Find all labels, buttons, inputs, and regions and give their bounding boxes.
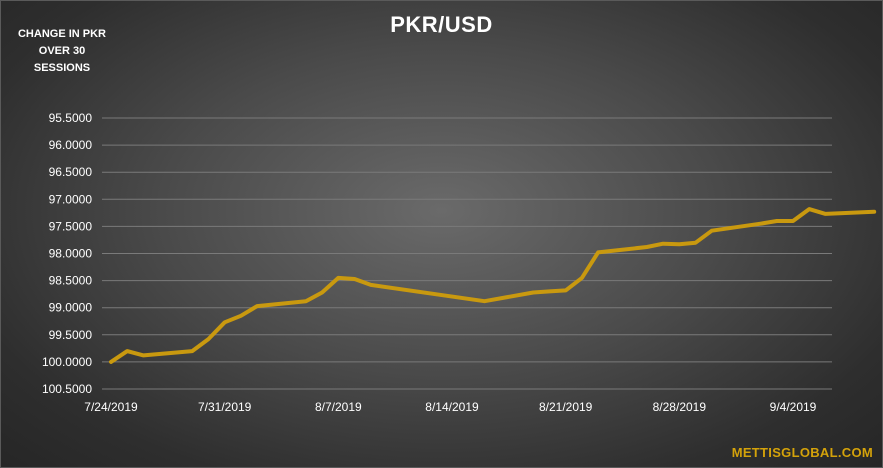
source-credit: METTISGLOBAL.COM [731,445,873,460]
y-tick-label: 96.5000 [49,165,93,179]
series-line [109,207,877,364]
x-axis: 7/24/2019 7/31/2019 8/7/2019 8/14/2019 8/21/… [84,400,816,414]
chart-note: CHANGE IN PKR OVER 30 SESSIONS [17,28,106,74]
chart-title: PKR/USD [390,12,493,37]
y-tick-label: 97.5000 [49,219,93,233]
x-tick-label: 8/14/2019 [425,400,479,414]
y-tick-label: 99.0000 [49,301,93,315]
x-tick-label: 8/7/2019 [315,400,362,414]
grid-lines [102,117,832,390]
y-tick-label: 96.0000 [49,138,93,152]
y-axis: 95.5000 96.0000 96.5000 97.0000 97.5000 98.00… [42,111,92,396]
x-tick-label: 7/24/2019 [84,400,138,414]
y-tick-label: 99.5000 [49,328,93,342]
y-tick-label: 95.5000 [49,111,93,125]
x-tick-label: 7/31/2019 [198,400,252,414]
y-tick-label: 98.0000 [49,247,93,261]
x-tick-label: 9/4/2019 [770,400,817,414]
y-tick-label: 100.0000 [42,355,92,369]
y-tick-label: 100.5000 [42,382,92,396]
x-tick-label: 8/28/2019 [653,400,707,414]
y-tick-label: 98.5000 [49,274,93,288]
y-tick-label: 97.0000 [49,192,93,206]
x-tick-label: 8/21/2019 [539,400,593,414]
